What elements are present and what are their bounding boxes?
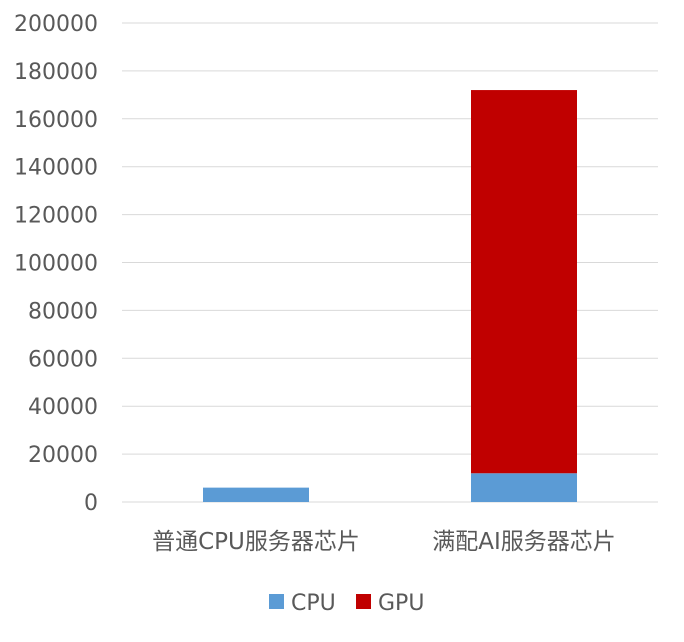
y-tick-label: 160000 <box>14 108 98 133</box>
y-tick-label: 0 <box>84 491 98 516</box>
x-axis-ticks: 普通CPU服务器芯片 满配AI服务器芯片 <box>152 529 616 555</box>
y-tick-label: 120000 <box>14 204 98 229</box>
y-tick-label: 80000 <box>28 299 98 324</box>
y-tick-label: 200000 <box>14 12 98 37</box>
y-axis-ticks: 0 20000 40000 60000 80000 100000 120000 140000 1… <box>14 12 98 516</box>
legend-item-cpu: CPU <box>269 591 336 616</box>
legend-swatch <box>269 594 284 609</box>
legend: CPU GPU <box>269 591 424 616</box>
y-tick-label: 60000 <box>28 347 98 372</box>
x-tick-label: 普通CPU服务器芯片 <box>152 529 360 555</box>
y-tick-label: 20000 <box>28 443 98 468</box>
bar-gpu-2 <box>471 90 577 474</box>
legend-label: GPU <box>378 591 424 616</box>
y-tick-label: 40000 <box>28 395 98 420</box>
bar-cpu-2 <box>471 473 577 502</box>
y-tick-label: 140000 <box>14 156 98 181</box>
bars <box>203 90 577 502</box>
legend-swatch <box>356 594 371 609</box>
bar-cpu-1 <box>203 487 309 502</box>
legend-label: CPU <box>291 591 336 616</box>
gridlines <box>122 22 658 503</box>
y-tick-label: 180000 <box>14 60 98 85</box>
legend-item-gpu: GPU <box>356 591 424 616</box>
y-tick-label: 100000 <box>14 252 98 277</box>
x-tick-label: 满配AI服务器芯片 <box>432 529 616 555</box>
